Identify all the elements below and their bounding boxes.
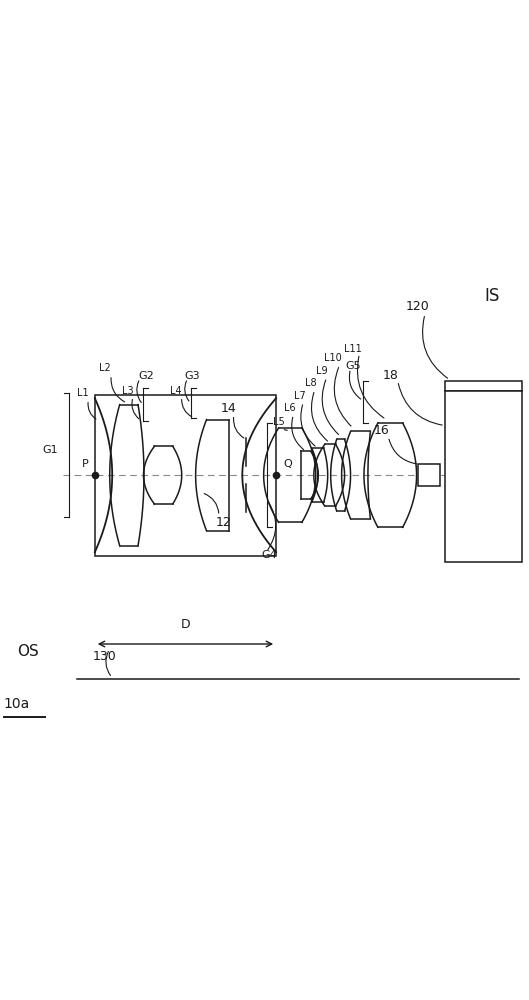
Text: L4: L4: [170, 386, 181, 396]
Text: L8: L8: [305, 378, 317, 388]
Text: G4: G4: [261, 550, 277, 560]
Text: L3: L3: [122, 386, 134, 396]
Text: L7: L7: [294, 391, 306, 401]
Text: 120: 120: [406, 300, 430, 313]
Text: 18: 18: [382, 369, 398, 382]
Text: D: D: [181, 618, 190, 631]
Bar: [445, 391, 522, 562]
Text: IS: IS: [485, 287, 500, 305]
Text: G2: G2: [138, 371, 154, 381]
Text: OS: OS: [17, 644, 39, 659]
Text: 12: 12: [216, 516, 232, 529]
Bar: [95, 395, 276, 556]
Text: L2: L2: [99, 363, 111, 373]
Text: L5: L5: [272, 417, 285, 427]
Text: L11: L11: [344, 344, 362, 354]
Text: Q: Q: [284, 459, 292, 469]
Text: L6: L6: [284, 403, 296, 413]
Text: G1: G1: [42, 445, 58, 455]
Text: 130: 130: [93, 650, 116, 663]
Text: 16: 16: [373, 424, 389, 437]
Bar: [417, 464, 440, 486]
Text: L1: L1: [77, 388, 88, 398]
Text: G5: G5: [345, 361, 361, 371]
Text: L9: L9: [316, 366, 327, 376]
Text: 10a: 10a: [4, 697, 30, 711]
Text: P: P: [81, 459, 88, 469]
Bar: [445, 381, 522, 391]
Text: 14: 14: [221, 402, 237, 415]
Text: L10: L10: [324, 353, 342, 363]
Text: G3: G3: [184, 371, 200, 381]
